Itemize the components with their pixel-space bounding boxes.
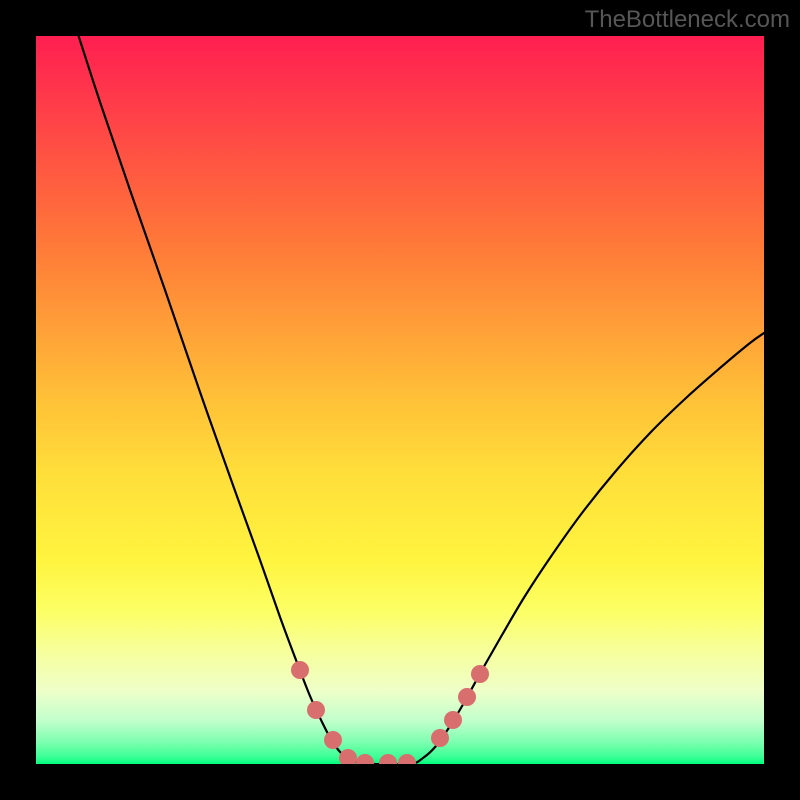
chart-container: TheBottleneck.com [0,0,800,800]
data-marker [431,729,449,747]
watermark-text: TheBottleneck.com [585,6,790,34]
data-marker [291,661,309,679]
data-marker [444,711,462,729]
bottleneck-chart [0,0,800,800]
data-marker [307,701,325,719]
chart-background [36,36,764,764]
data-marker [471,665,489,683]
data-marker [324,731,342,749]
data-marker [458,688,476,706]
